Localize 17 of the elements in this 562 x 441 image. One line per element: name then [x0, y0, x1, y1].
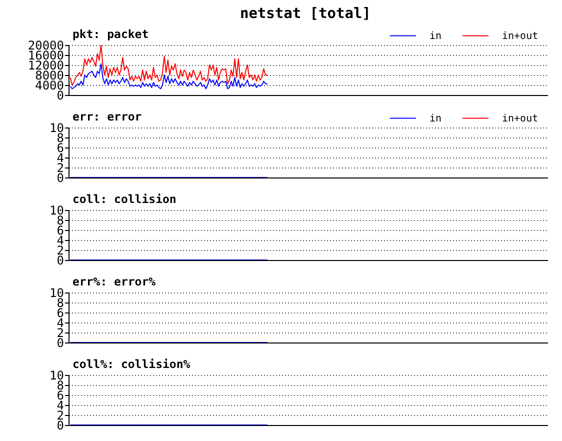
chart-title: coll: collision [72, 192, 176, 206]
y-tick-label: 0 [56, 88, 64, 102]
legend-label: in+out [502, 30, 538, 42]
legend-label: in [430, 30, 442, 42]
chart-title: err: error [72, 110, 142, 124]
y-tick-label: 0 [56, 418, 64, 432]
y-tick-label: 0 [56, 254, 64, 268]
y-tick-label: 0 [56, 171, 64, 185]
chart-title: coll%: collision% [72, 357, 190, 371]
chart-subtitle: pkt: packet [72, 27, 149, 41]
y-tick-label: 0 [56, 336, 64, 350]
line-series [70, 63, 268, 90]
legend-label: in [430, 113, 442, 124]
chart-title: err%: error% [72, 274, 156, 288]
chart-title: netstat [total] [240, 6, 371, 22]
line-series [70, 45, 268, 86]
legend-label: in+out [502, 113, 538, 124]
